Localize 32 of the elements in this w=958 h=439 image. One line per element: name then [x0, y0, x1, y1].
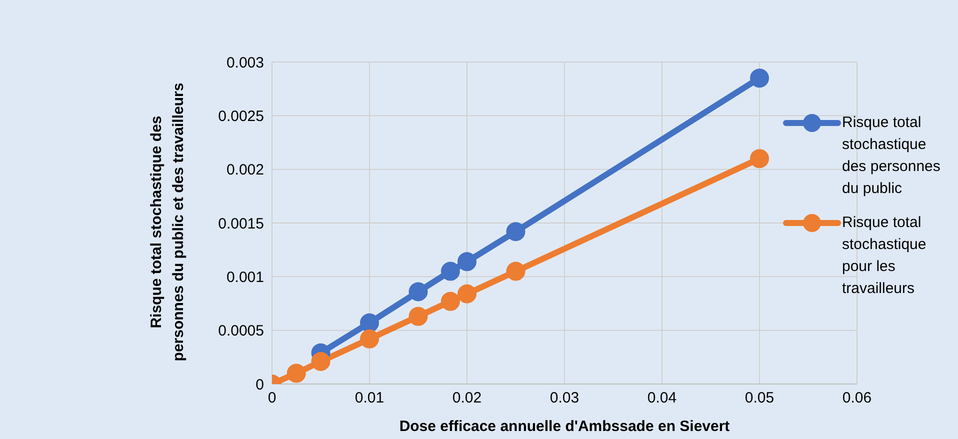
y-axis-title: Risque total stochastique des personnes du public et des travailleurs: [147, 82, 188, 364]
point: [506, 222, 526, 242]
point: [506, 262, 526, 281]
point: [408, 306, 428, 326]
point: [440, 292, 460, 311]
y-tick-label: 0.001: [226, 268, 264, 286]
legend-label: Risque total stochastique pour les travailleurs: [842, 213, 928, 299]
point: [458, 252, 476, 272]
x-tick-label: 0.04: [647, 390, 677, 407]
point: [750, 68, 769, 88]
y-tick-label: 0: [256, 376, 264, 394]
point: [311, 352, 330, 371]
y-tick-label: 0.0015: [218, 215, 264, 232]
x-axis-title: Dose efficace annuelle d'Ambssade en Sievert: [399, 418, 730, 435]
x-tick-label: 0.01: [354, 390, 384, 407]
legend-label: Risque total stochastique des personnes du public: [842, 113, 942, 199]
point: [360, 329, 379, 348]
y-tick-label: 0.0025: [218, 108, 264, 125]
x-tick-label: 0.03: [550, 390, 580, 407]
x-tick-label: 0: [268, 390, 276, 407]
y-tick-label: 0.003: [226, 54, 264, 72]
point: [458, 284, 476, 304]
point: [750, 149, 769, 168]
point: [408, 282, 428, 302]
point: [286, 364, 306, 383]
point: [440, 262, 460, 281]
point: [360, 313, 379, 332]
y-tick-label: 0.0005: [218, 322, 264, 340]
y-tick-label: 0.002: [226, 162, 264, 179]
x-tick-label: 0.05: [744, 390, 774, 407]
x-tick-label: 0.02: [452, 390, 482, 407]
x-tick-label: 0.06: [842, 390, 872, 407]
